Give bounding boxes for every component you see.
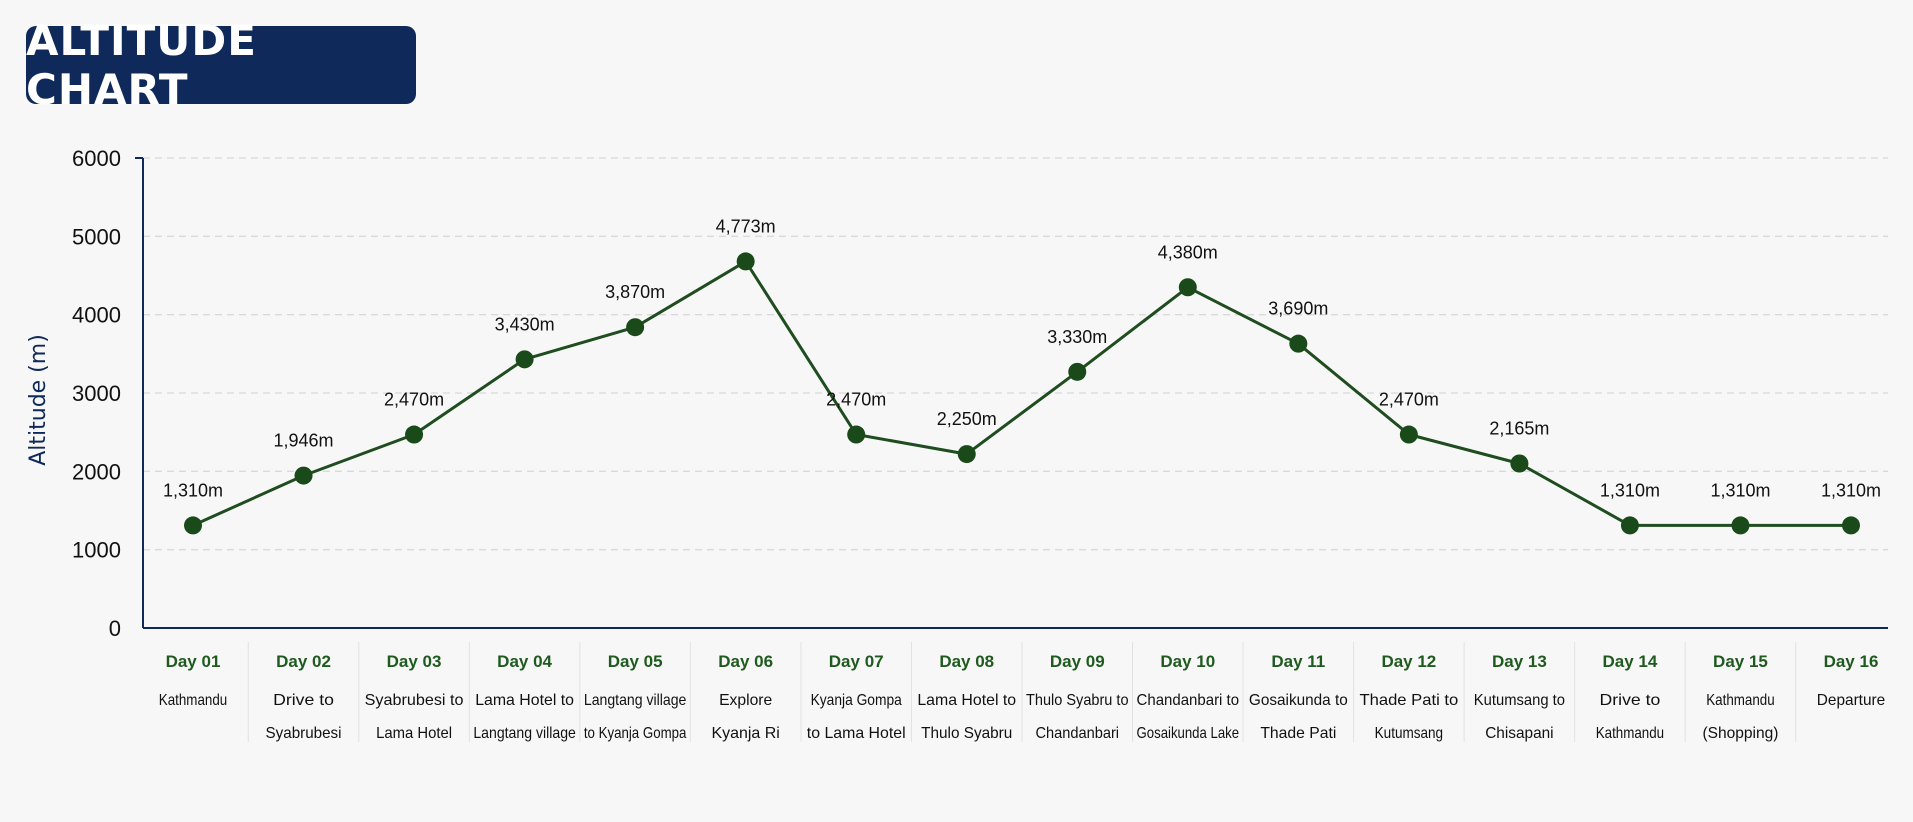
data-point (847, 425, 866, 444)
category-description-line2: Gosaikunda Lake (1137, 725, 1240, 742)
grid-lines (143, 157, 1888, 551)
data-label: 2,470m (384, 390, 444, 410)
category-description-line1: Lama Hotel to (475, 692, 574, 709)
category-description-line1: Explore (719, 692, 772, 709)
data-label: 3,330m (1047, 327, 1107, 347)
category-description-line1: Syabrubesi to (365, 692, 464, 709)
data-point (1620, 516, 1639, 535)
category-description-line2: Langtang village (473, 725, 576, 742)
y-tick-labels: 0 1000 2000 3000 4000 5000 6000 (72, 146, 121, 641)
category-description-line1: Departure (1817, 692, 1885, 709)
category-day-label: Day 08 (939, 652, 994, 671)
chart-title: ALTITUDE CHART (26, 16, 257, 114)
data-point (1289, 334, 1308, 353)
category-day-label: Day 12 (1381, 652, 1436, 671)
series-line-group (192, 259, 1851, 527)
y-axis-label: Altitude (m) (26, 334, 51, 466)
category-day-label: Day 05 (608, 652, 663, 671)
data-point (1068, 362, 1087, 381)
category-description-line1: Kathmandu (159, 692, 227, 709)
category-description-line1: Kathmandu (1706, 692, 1774, 709)
category-description-line1: Gosaikunda to (1249, 692, 1348, 709)
data-label: 3,430m (495, 314, 555, 334)
category-description-line2: Kyanja Ri (711, 725, 779, 742)
data-point (184, 516, 202, 535)
category-description-line2: Chisapani (1485, 725, 1553, 742)
y-tick-label: 6000 (72, 146, 121, 171)
y-tick-label: 2000 (72, 459, 121, 484)
category-day-label: Day 14 (1603, 652, 1658, 671)
y-tick-label: 5000 (72, 224, 121, 249)
data-point (626, 318, 645, 337)
category-description-line1: Langtang village (584, 692, 687, 709)
category-description-line2: Kathmandu (1596, 725, 1664, 742)
category-description-line2: to Lama Hotel (807, 725, 906, 742)
category-description-line1: Thade Pati to (1359, 692, 1458, 709)
category-day-label: Day 11 (1271, 652, 1325, 671)
data-label: 3,870m (605, 282, 665, 302)
y-tick-label: 4000 (72, 303, 121, 328)
category-description-line2: Chandanbari (1035, 725, 1119, 742)
data-points (184, 252, 1860, 535)
data-point (957, 445, 976, 464)
data-label: 4,380m (1158, 242, 1218, 262)
data-point (294, 466, 313, 485)
category-description-line2: Lama Hotel (376, 725, 452, 742)
data-labels: 1,310m 1,946m 2,470m 3,430m 3,870m 4,773m 2,47… (163, 216, 1881, 500)
category-day-label: Day 10 (1160, 652, 1215, 671)
y-tick-label: 3000 (72, 381, 121, 406)
data-label: 1,310m (1710, 480, 1770, 500)
category-description-line1: Drive to (1600, 692, 1661, 709)
category-day-label: Day 01 (166, 652, 221, 671)
data-label: 1,310m (1821, 480, 1881, 500)
category-description-line1: Thulo Syabru to (1026, 692, 1129, 709)
category-description-line1: Kyanja Gompa (811, 692, 902, 709)
x-category-labels: Day 01 Kathmandu Day 02 Drive to Syabrubesi D… (159, 642, 1885, 742)
category-description-line1: Kutumsang to (1474, 692, 1565, 709)
data-label: 2,470m (826, 390, 886, 410)
data-label: 4,773m (716, 216, 776, 236)
y-tick-label: 0 (109, 616, 121, 641)
category-description-line2: to Kyanja Gompa (584, 725, 687, 742)
category-day-label: Day 16 (1824, 652, 1879, 671)
data-point (1842, 516, 1860, 535)
data-point (405, 425, 424, 444)
data-label: 1,946m (274, 431, 334, 451)
data-point (515, 350, 534, 369)
data-label: 2,165m (1489, 419, 1549, 439)
category-day-label: Day 03 (387, 652, 442, 671)
category-day-label: Day 13 (1492, 652, 1547, 671)
data-label: 1,310m (1600, 480, 1660, 500)
category-day-label: Day 02 (276, 652, 331, 671)
data-point (1510, 454, 1529, 473)
category-day-label: Day 09 (1050, 652, 1105, 671)
data-point (1731, 516, 1750, 535)
category-description-line1: Drive to (273, 692, 334, 709)
category-day-label: Day 04 (497, 652, 552, 671)
category-day-label: Day 07 (829, 652, 884, 671)
category-description-line2: (Shopping) (1702, 725, 1778, 742)
category-description-line2: Kutumsang (1375, 725, 1443, 742)
data-label: 3,690m (1268, 299, 1328, 319)
data-label: 1,310m (163, 480, 223, 500)
data-point (1178, 278, 1197, 297)
category-day-label: Day 06 (718, 652, 773, 671)
data-label: 2,470m (1379, 390, 1439, 410)
axes (135, 157, 1888, 629)
data-label: 2,250m (937, 409, 997, 429)
y-tick-label: 1000 (72, 538, 121, 563)
data-point (1399, 425, 1418, 444)
altitude-series-line (192, 259, 1851, 527)
data-point (736, 252, 755, 271)
category-description-line1: Lama Hotel to (917, 692, 1016, 709)
category-description-line2: Syabrubesi (266, 725, 342, 742)
category-description-line2: Thulo Syabru (921, 725, 1012, 742)
chart-title-badge: ALTITUDE CHART (26, 16, 416, 114)
category-day-label: Day 15 (1713, 652, 1768, 671)
category-description-line2: Thade Pati (1260, 725, 1336, 742)
category-description-line1: Chandanbari to (1137, 692, 1240, 709)
